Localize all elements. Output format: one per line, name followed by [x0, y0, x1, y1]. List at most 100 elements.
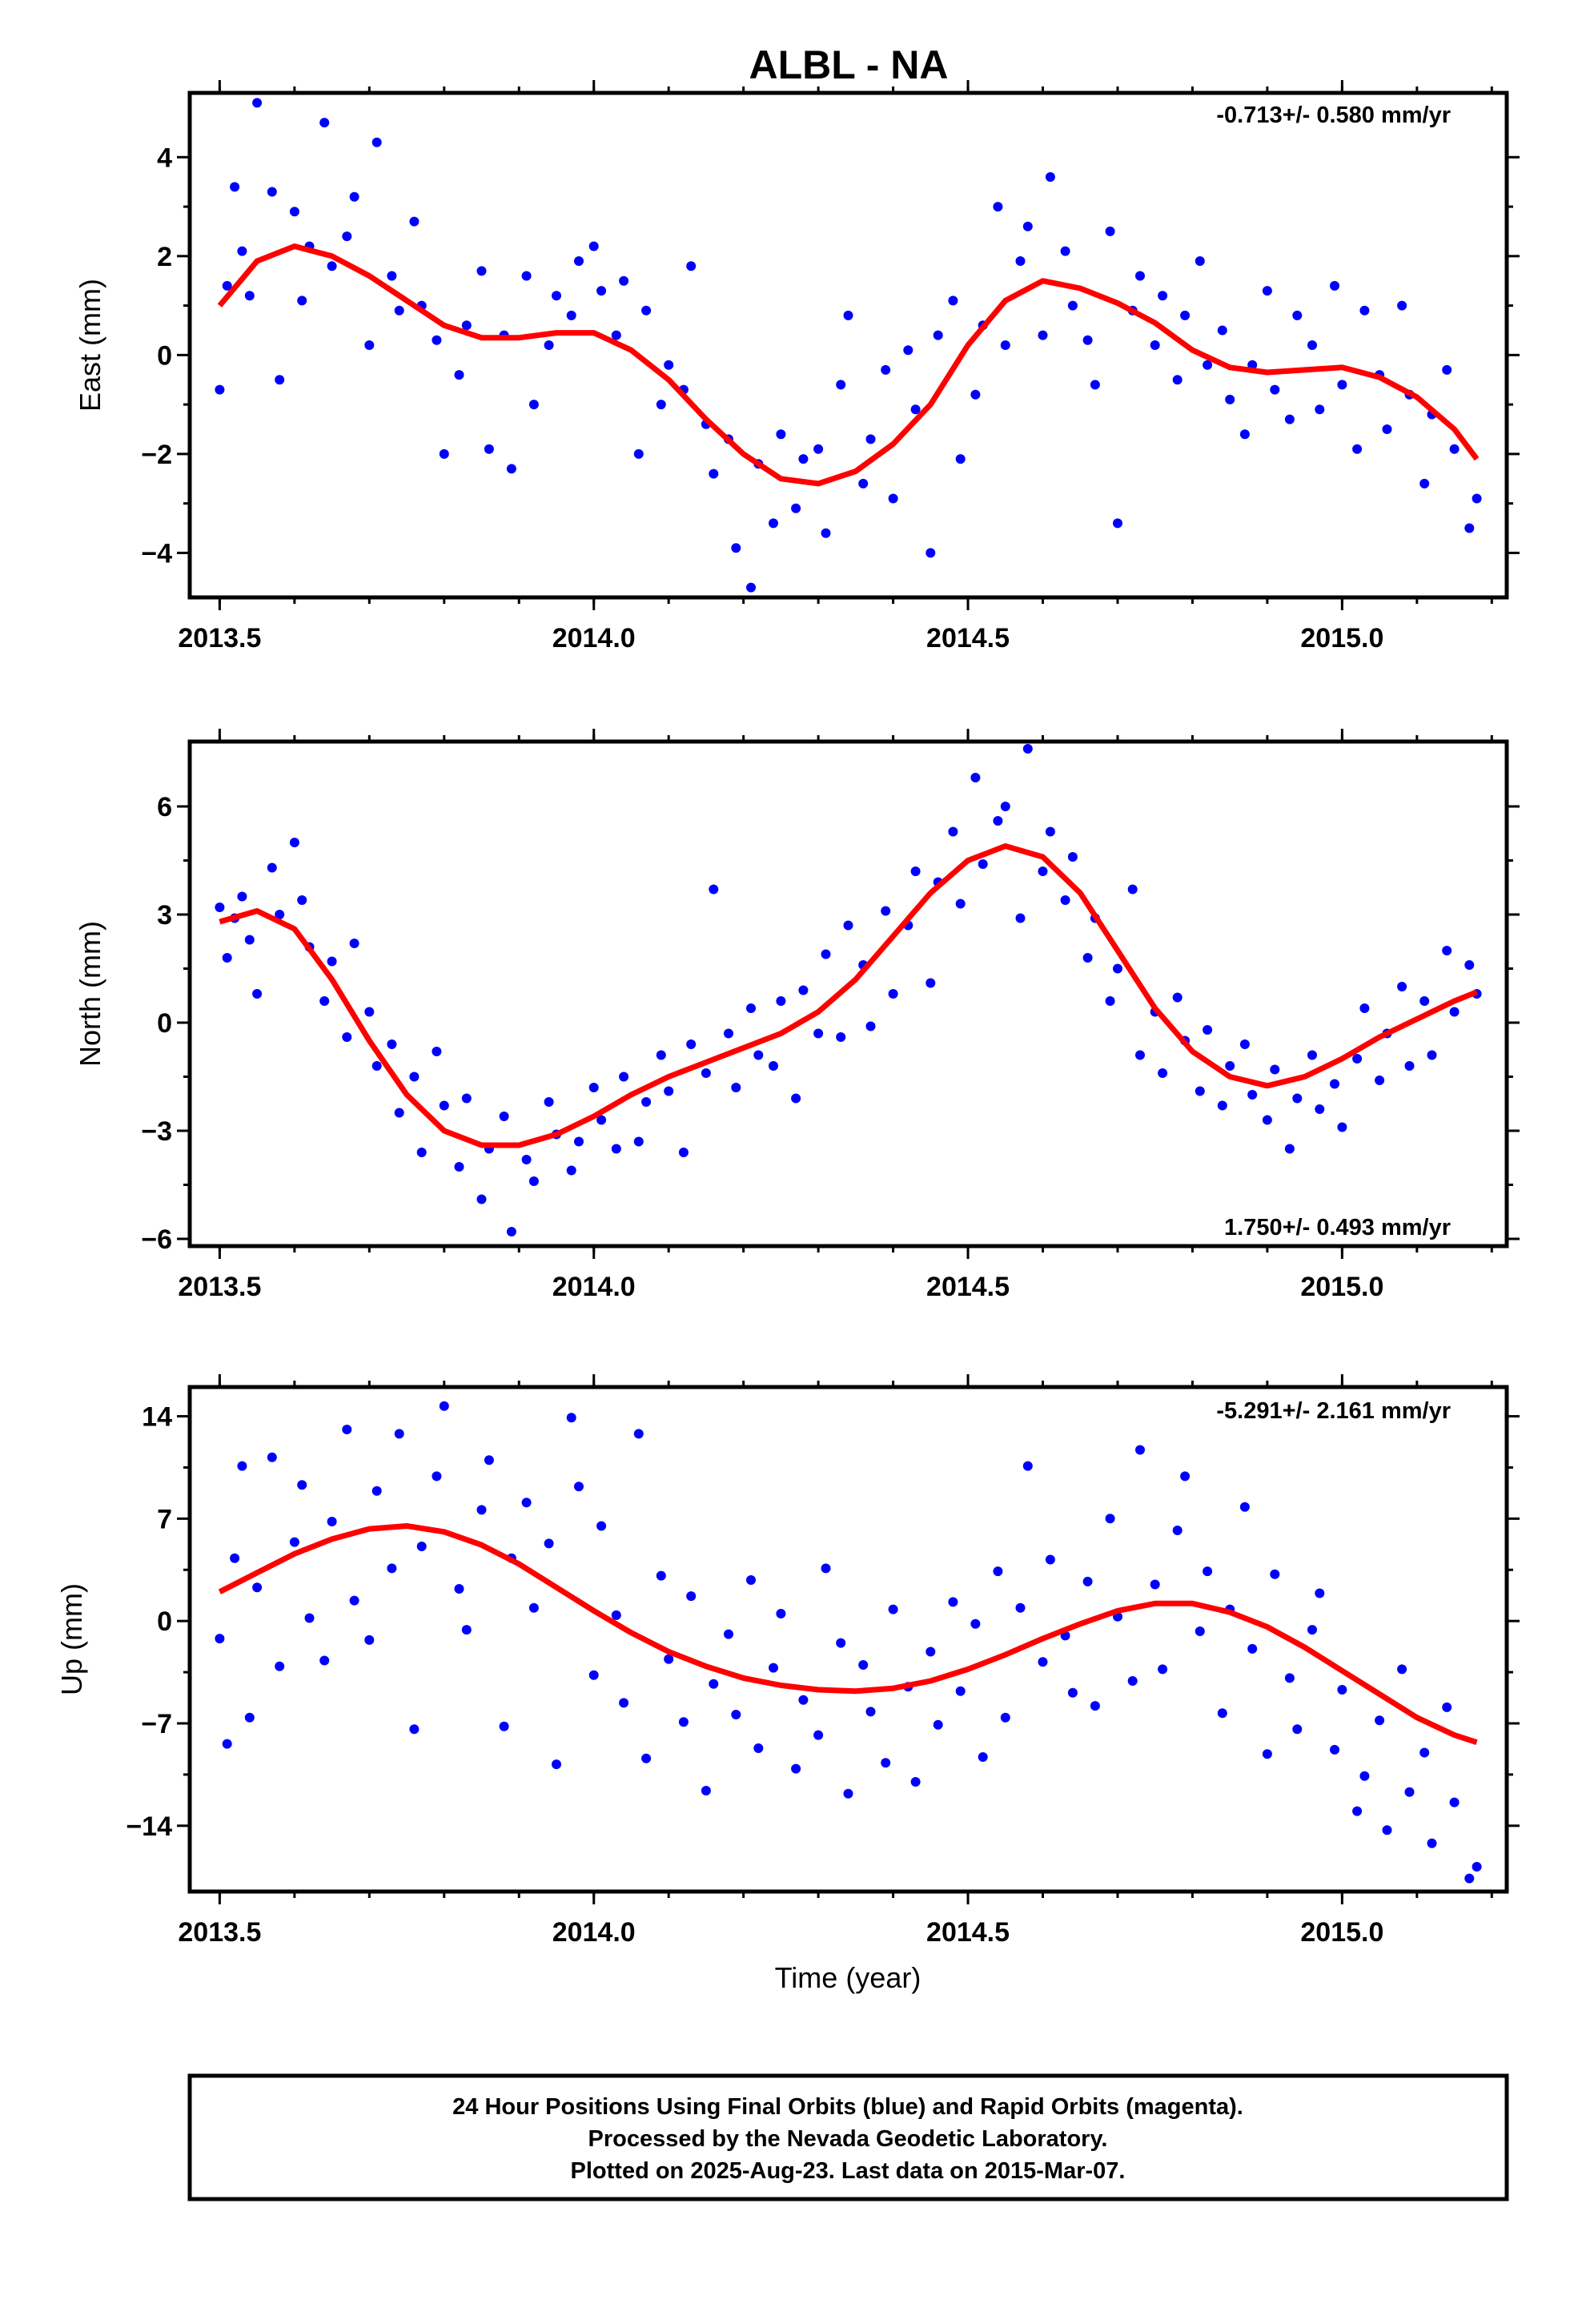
up-data-point [769, 1663, 778, 1673]
east-data-point [746, 582, 756, 593]
north-fit-line [219, 843, 1478, 1148]
up-data-point [521, 1498, 532, 1508]
east-data-point [641, 305, 652, 316]
up-data-point [993, 1566, 1003, 1577]
north-data-point [244, 935, 255, 945]
east-data-point [267, 187, 277, 197]
north-data-point [1127, 884, 1138, 895]
up-data-point [1150, 1579, 1160, 1590]
north-data-point [731, 1083, 741, 1092]
north-data-point [798, 985, 809, 995]
north-data-point [611, 1144, 621, 1154]
up-data-point [476, 1505, 487, 1515]
east-data-point [1397, 300, 1407, 311]
up-data-point [1195, 1626, 1205, 1636]
east-data-point [275, 375, 285, 385]
north-data-point [544, 1097, 554, 1107]
chart-title: ALBL - NA [749, 42, 948, 87]
north-data-point [769, 1061, 778, 1071]
up-data-point [619, 1698, 629, 1708]
up-y-tick-label: 0 [157, 1606, 172, 1637]
east-data-point [821, 528, 831, 538]
north-data-point [364, 1007, 375, 1017]
east-data-point [926, 548, 936, 558]
up-data-point [596, 1521, 607, 1531]
up-data-point [1284, 1673, 1295, 1683]
up-y-tick-label: −7 [141, 1709, 172, 1739]
north-data-point [821, 949, 831, 959]
north-data-point [678, 1148, 689, 1157]
north-data-point [926, 978, 936, 988]
east-data-point [656, 400, 666, 410]
north-data-point [656, 1050, 666, 1060]
up-y-tick-label: 14 [142, 1402, 172, 1433]
up-data-point [297, 1480, 307, 1490]
up-data-point [588, 1670, 599, 1680]
footer-line-3: Plotted on 2025-Aug-23. Last data on 201… [571, 2158, 1126, 2184]
east-data-point [1000, 340, 1010, 350]
up-data-point [724, 1629, 733, 1639]
north-data-point [664, 1086, 674, 1096]
up-data-point [1239, 1502, 1250, 1512]
north-tick-labels: 2013.5 2014.0 2014.5 2015.0 6 3 0 −3 −6 [141, 792, 1383, 1302]
north-data-point [619, 1072, 629, 1082]
up-data-point [454, 1584, 464, 1594]
north-data-point [701, 1068, 711, 1078]
up-data-point [1262, 1749, 1272, 1759]
north-data-point [454, 1162, 464, 1172]
east-data-point [574, 256, 584, 266]
up-data-point [484, 1455, 494, 1466]
north-data-point [641, 1097, 652, 1107]
north-data-point [686, 1039, 697, 1049]
east-data-point [1135, 271, 1145, 281]
north-data-point [1135, 1050, 1145, 1060]
up-data-point [574, 1482, 584, 1492]
east-data-point [1180, 310, 1191, 320]
east-data-point [881, 364, 891, 375]
north-data-point [776, 996, 786, 1006]
up-data-point [304, 1613, 315, 1623]
east-data-point [349, 191, 359, 202]
east-data-point [521, 271, 532, 281]
east-data-point [552, 291, 561, 301]
up-data-point [701, 1786, 711, 1795]
east-points [215, 98, 1482, 593]
north-data-point [1225, 1061, 1235, 1071]
north-data-point [633, 1136, 644, 1147]
north-data-point [588, 1083, 599, 1092]
up-data-point [230, 1553, 240, 1563]
up-data-point [656, 1570, 666, 1581]
up-data-point [955, 1686, 966, 1696]
east-data-point [1067, 300, 1078, 311]
east-data-point [1158, 291, 1168, 301]
up-data-point [865, 1707, 876, 1717]
up-data-point [970, 1618, 981, 1629]
north-data-point [1337, 1122, 1347, 1132]
east-data-point [409, 216, 420, 227]
north-data-point [1375, 1076, 1385, 1085]
east-data-point [588, 241, 599, 251]
north-data-point [275, 910, 285, 919]
east-data-point [1472, 493, 1482, 504]
east-data-point [933, 330, 943, 340]
up-data-point [1180, 1471, 1191, 1482]
up-data-point [1472, 1862, 1482, 1872]
east-data-point [289, 207, 299, 217]
east-data-point [903, 345, 913, 356]
north-data-point [1022, 744, 1033, 754]
north-data-point [1172, 992, 1182, 1003]
east-panel: 2013.5 2014.0 2014.5 2015.0 4 2 0 −2 −4 East (mm… [74, 80, 1520, 653]
north-ticks [177, 729, 1520, 1259]
up-data-point [933, 1719, 943, 1730]
east-y-axis-label: East (mm) [74, 279, 106, 412]
east-data-point [342, 231, 352, 242]
north-data-point [1427, 1050, 1437, 1060]
up-data-point [499, 1721, 509, 1731]
up-data-point [1045, 1554, 1055, 1565]
east-data-point [1292, 310, 1303, 320]
east-data-point [1382, 424, 1392, 434]
north-data-point [746, 1003, 756, 1013]
east-data-point [1359, 305, 1370, 316]
north-x-tick-label: 2014.5 [926, 1272, 1010, 1302]
east-data-point [1172, 375, 1182, 385]
